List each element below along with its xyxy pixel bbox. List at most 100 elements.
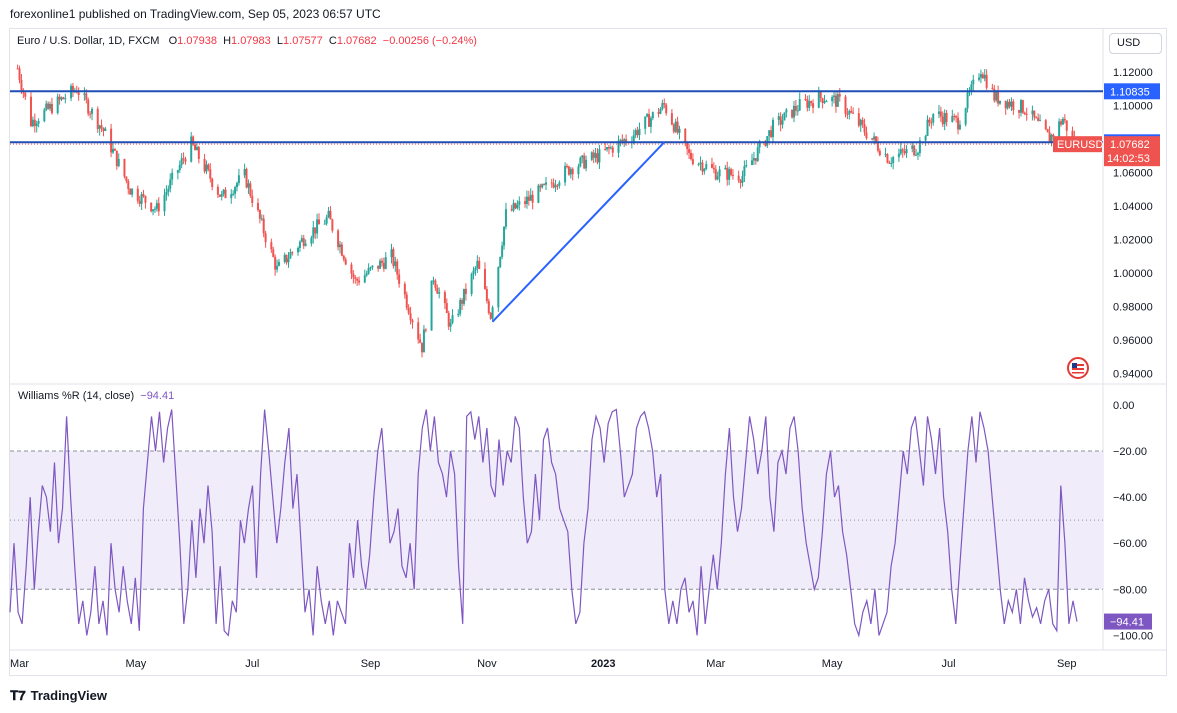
candle-body: [514, 203, 517, 209]
candle-body: [243, 169, 246, 176]
candle-body: [995, 91, 998, 101]
candle-body: [806, 99, 809, 108]
candle-body: [583, 155, 586, 169]
candle-body: [182, 158, 185, 160]
candle-body: [688, 149, 691, 153]
candle-body: [565, 165, 568, 167]
candle-body: [394, 261, 397, 266]
candle-body: [779, 116, 782, 125]
candle-body: [964, 108, 967, 125]
candle-body: [571, 168, 574, 175]
candle-body: [485, 289, 488, 302]
candle-body: [943, 113, 946, 125]
candle-body: [878, 150, 881, 156]
candle-body: [777, 116, 780, 120]
candle-body: [178, 164, 181, 171]
candle-body: [459, 300, 462, 314]
candle-body: [180, 158, 183, 165]
candle-body: [1008, 101, 1011, 107]
candle-body: [1044, 120, 1047, 130]
candle-body: [197, 147, 200, 159]
countdown-tag: 14:02:53: [1107, 153, 1150, 165]
candle-body: [865, 132, 868, 139]
candle-body: [152, 209, 155, 212]
candle-body: [924, 136, 927, 141]
candle-body: [710, 164, 713, 168]
candle-body: [83, 93, 86, 95]
high-label: H: [223, 35, 232, 47]
candle-body: [256, 202, 259, 211]
currency-button[interactable]: USD: [1109, 33, 1162, 54]
wr-tick-label: 0.00: [1113, 400, 1134, 412]
candle-body: [665, 104, 668, 114]
candle-body: [356, 278, 359, 281]
candle-body: [449, 322, 452, 327]
wr-value-tag: −94.41: [1110, 617, 1144, 629]
candle-body: [607, 147, 610, 149]
candle-body: [808, 101, 811, 108]
candle-body: [825, 101, 828, 103]
candle-body: [527, 196, 530, 201]
time-tick-label: Sep: [1057, 658, 1077, 670]
candle-body: [741, 176, 744, 183]
candle-body: [354, 277, 357, 279]
candle-body: [672, 124, 675, 132]
last-price-tag-bg: [1104, 136, 1160, 167]
candle-body: [169, 179, 172, 189]
candle-body: [567, 166, 570, 175]
candle-body: [87, 99, 90, 114]
candle-body: [844, 96, 847, 114]
candle-body: [823, 101, 826, 103]
candle-body: [283, 254, 286, 262]
level-top-price-tag: 1.10835: [1110, 86, 1150, 98]
candle-body: [419, 339, 422, 343]
candle-body: [209, 169, 212, 179]
candle-body: [674, 121, 677, 132]
candle-body: [609, 147, 612, 149]
trendline[interactable]: [491, 141, 665, 323]
candle-body: [794, 105, 797, 111]
candle-body: [464, 288, 467, 295]
candle-body: [340, 244, 343, 256]
candle-body: [648, 114, 651, 127]
us-flag-icon[interactable]: [1067, 357, 1089, 379]
price-tick-label: 1.06000: [1113, 167, 1153, 179]
candle-body: [873, 136, 876, 140]
candle-body: [945, 113, 948, 123]
candle-body: [438, 292, 441, 294]
candle-body: [531, 194, 534, 203]
candle-body: [884, 154, 887, 156]
candle-body: [966, 92, 969, 109]
candle-body: [285, 254, 288, 263]
candle-body: [16, 68, 19, 70]
candle-body: [434, 280, 437, 288]
candle-body: [697, 163, 700, 165]
candle-body: [737, 175, 740, 181]
candle-body: [384, 257, 387, 269]
candle-body: [812, 103, 815, 108]
candle-body: [125, 176, 128, 181]
candle-body: [398, 274, 401, 284]
candle-body: [953, 115, 956, 117]
candle-body: [791, 109, 794, 118]
candle-body: [1025, 113, 1028, 115]
candle-body: [857, 113, 860, 126]
candle-body: [579, 157, 582, 167]
candle-body: [483, 268, 486, 290]
candle-body: [232, 193, 235, 195]
candle-body: [457, 313, 460, 316]
candle-body: [543, 184, 546, 186]
tradingview-logo[interactable]: 𝐓𝟕 TradingView: [10, 688, 107, 704]
candle-body: [979, 74, 982, 78]
candle-body: [327, 210, 330, 218]
candle-body: [287, 258, 290, 263]
candle-body: [430, 280, 433, 331]
candle-body: [258, 210, 261, 219]
candle-body: [718, 169, 721, 177]
candle-body: [310, 237, 313, 244]
candle-body: [796, 110, 799, 112]
candle-body: [411, 320, 414, 323]
candle-body: [249, 183, 252, 196]
candle-body: [834, 95, 837, 107]
